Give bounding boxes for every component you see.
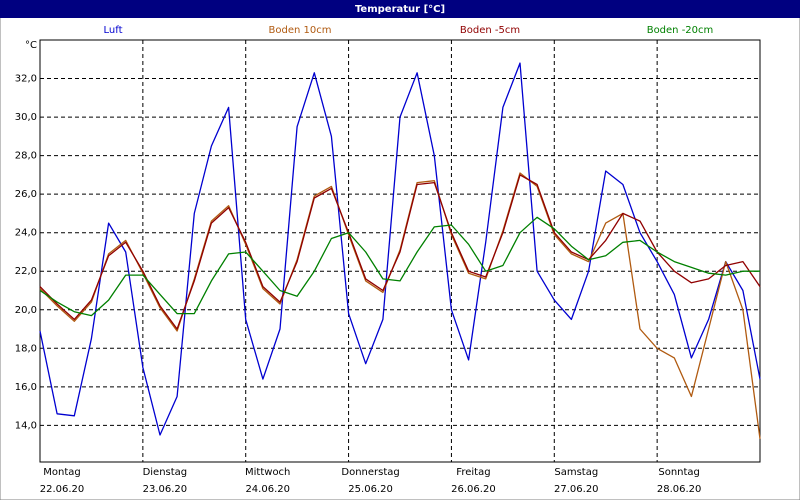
legend-entry: Boden -20cm bbox=[647, 25, 714, 36]
y-tick-label: 22,0 bbox=[15, 266, 37, 277]
x-tick-date: 26.06.20 bbox=[451, 484, 496, 495]
y-tick-label: 14,0 bbox=[15, 420, 37, 431]
y-tick-label: 32,0 bbox=[15, 74, 37, 85]
y-tick-label: 20,0 bbox=[15, 305, 37, 316]
x-tick-date: 27.06.20 bbox=[554, 484, 599, 495]
x-tick-date: 22.06.20 bbox=[40, 484, 85, 495]
y-tick-label: 18,0 bbox=[15, 343, 37, 354]
title-bar bbox=[0, 0, 800, 18]
x-tick-label: Samstag bbox=[554, 467, 598, 478]
y-tick-label: 28,0 bbox=[15, 151, 37, 162]
series-line bbox=[39, 62, 761, 436]
x-tick-label: Freitag bbox=[456, 467, 490, 478]
y-tick-label: 30,0 bbox=[15, 112, 37, 123]
series-line bbox=[39, 174, 761, 330]
x-tick-date: 28.06.20 bbox=[657, 484, 702, 495]
x-tick-date: 24.06.20 bbox=[245, 484, 290, 495]
y-tick-label: 26,0 bbox=[15, 189, 37, 200]
legend-entry: Boden -5cm bbox=[460, 25, 520, 36]
x-tick-date: 23.06.20 bbox=[143, 484, 188, 495]
y-tick-label: 16,0 bbox=[15, 382, 37, 393]
x-tick-label: Mittwoch bbox=[245, 467, 290, 478]
legend-entry: Luft bbox=[104, 25, 123, 36]
x-tick-label: Donnerstag bbox=[341, 467, 399, 478]
x-tick-date: 25.06.20 bbox=[348, 484, 393, 495]
y-axis-label: °C bbox=[25, 40, 37, 51]
chart-title: Temperatur [°C] bbox=[355, 4, 445, 15]
legend-entry: Boden 10cm bbox=[269, 25, 332, 36]
y-tick-label: 24,0 bbox=[15, 228, 37, 239]
x-tick-label: Dienstag bbox=[143, 467, 188, 478]
series-line bbox=[39, 216, 760, 317]
x-tick-label: Sonntag bbox=[658, 467, 700, 478]
x-tick-label: Montag bbox=[43, 467, 80, 478]
